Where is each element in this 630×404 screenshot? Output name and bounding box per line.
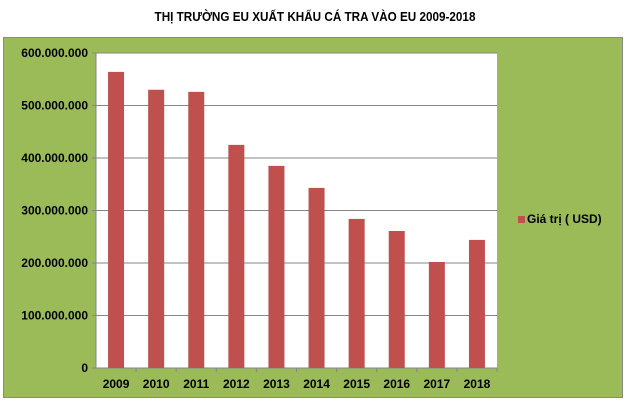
bar-2011 — [188, 91, 205, 368]
y-tick-label: 100.000.000 — [21, 309, 88, 323]
chart-title: THỊ TRƯỜNG EU XUẤT KHẨU CÁ TRA VÀO EU 20… — [154, 9, 476, 24]
x-tick-label: 2018 — [464, 377, 491, 391]
y-tick-label: 0 — [81, 361, 88, 375]
bar-2013 — [268, 165, 285, 368]
y-tick-label: 400.000.000 — [21, 151, 88, 165]
x-tick-label: 2009 — [103, 377, 130, 391]
bar-2018 — [468, 239, 485, 368]
bar-2012 — [228, 144, 245, 368]
y-tick-label: 500.000.000 — [21, 99, 88, 113]
x-tick-label: 2017 — [423, 377, 450, 391]
y-tick-label: 300.000.000 — [21, 204, 88, 218]
legend-swatch — [518, 215, 525, 223]
x-tick-label: 2013 — [263, 377, 290, 391]
bar-2016 — [388, 230, 405, 368]
bar-2017 — [428, 261, 445, 368]
bar-2014 — [308, 187, 325, 368]
x-tick-label: 2014 — [303, 377, 330, 391]
x-tick-label: 2010 — [143, 377, 170, 391]
x-tick-label: 2011 — [183, 377, 209, 391]
x-tick-label: 2012 — [223, 377, 250, 391]
y-tick-label: 600.000.000 — [21, 46, 88, 60]
x-tick-label: 2015 — [343, 377, 370, 391]
x-tick-label: 2016 — [383, 377, 410, 391]
bar-2015 — [348, 218, 365, 368]
bar-2009 — [108, 71, 125, 369]
legend-label: Giá trị ( USD) — [527, 212, 602, 226]
y-tick-label: 200.000.000 — [21, 256, 88, 270]
legend: Giá trị ( USD) — [518, 212, 602, 226]
bar-2010 — [148, 89, 165, 368]
